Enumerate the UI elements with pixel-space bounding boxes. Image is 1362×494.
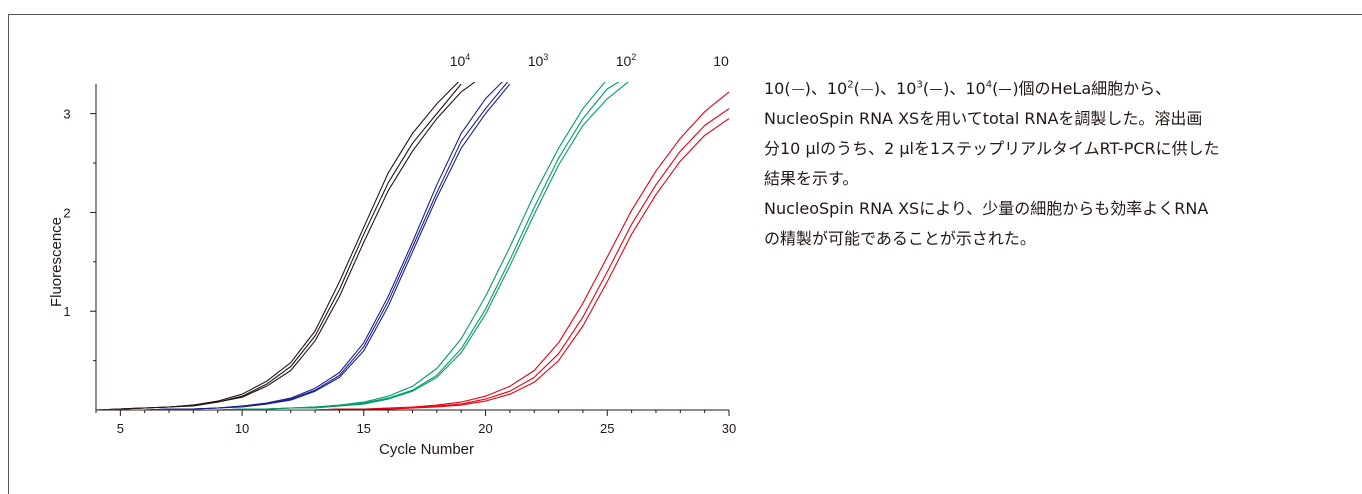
x-tick-label: 20: [478, 421, 492, 436]
chart-labels: 104 103 102 10: [450, 52, 729, 69]
series-label-base: 10: [713, 53, 729, 69]
chart-axes: 5 10 15 20 25 30 1 2 3 Cycle Number Fluorescence: [48, 84, 736, 458]
series-label-base: 10: [450, 53, 466, 69]
series-line-10e3-rep2: [96, 82, 509, 410]
series-label-exponent: 3: [543, 52, 548, 62]
desc-text: 10(: [764, 79, 791, 98]
series-line-10e3-rep1: [96, 82, 503, 410]
series-label: 102: [616, 52, 637, 69]
desc-exponent: 3: [916, 79, 923, 91]
desc-text: )、10: [943, 79, 986, 98]
series-label-base: 10: [616, 53, 632, 69]
x-tick-label: 5: [117, 421, 124, 436]
y-tick-label: 1: [63, 304, 70, 319]
x-axis-title: Cycle Number: [379, 441, 474, 458]
y-axis-title: Fluorescence: [48, 217, 65, 307]
series-line-10e2-rep2: [96, 82, 620, 410]
description-line-3: 分10 μlのうち、2 μlを1ステップリアルタイムRT-PCRに供した: [764, 139, 1220, 158]
series-label: 103: [528, 52, 549, 69]
series-line-10e4-rep3: [96, 82, 476, 410]
series-label-base: 10: [528, 53, 544, 69]
series-line-10e4-rep2: [96, 83, 462, 410]
series-label-exponent: 2: [631, 52, 636, 62]
y-tick-label: 3: [63, 107, 70, 122]
desc-text: )、10: [804, 79, 848, 98]
description-line-6: の精製が可能であることが示された。: [764, 229, 1036, 248]
y-tick-label: 2: [63, 205, 70, 220]
x-tick-label: 15: [357, 421, 371, 436]
series-line-10e2-rep3: [96, 82, 629, 410]
blue-line-swatch: [930, 89, 943, 90]
x-tick-label: 25: [600, 421, 614, 436]
series-line-10e1-rep3: [96, 118, 730, 410]
series-line-10e3-rep3: [96, 83, 511, 410]
description-line-1: 10()、102()、103()、104()個のHeLa細胞から、: [764, 74, 1344, 104]
description-line-2: NucleoSpin RNA XSを用いてtotal RNAを調製した。溶出画: [764, 109, 1203, 128]
desc-exponent: 2: [847, 79, 854, 91]
black-line-swatch: [999, 89, 1012, 90]
desc-text: (: [992, 79, 999, 98]
series-group: [96, 82, 730, 410]
series-line-10e1-rep2: [96, 108, 730, 410]
description-line-5: NucleoSpin RNA XSにより、少量の細胞からも効率よくRNA: [764, 199, 1209, 218]
desc-text: (: [853, 79, 860, 98]
desc-text: (: [922, 79, 930, 98]
series-label: 104: [450, 52, 471, 69]
desc-text: )、10: [873, 79, 917, 98]
qpcr-amplification-chart: 5 10 15 20 25 30 1 2 3 Cycle Number Fluorescence 1…: [48, 52, 736, 458]
figure-frame: [8, 14, 1362, 494]
desc-text: )個のHeLa細胞から、: [1012, 79, 1172, 98]
chart-series: [96, 82, 730, 410]
series-line-10e2-rep1: [96, 82, 606, 410]
series-label: 10: [713, 53, 729, 69]
green-line-swatch: [860, 89, 873, 90]
series-label-exponent: 4: [465, 52, 470, 62]
x-tick-label: 10: [235, 421, 249, 436]
x-tick-label: 30: [722, 421, 736, 436]
red-line-swatch: [791, 89, 804, 90]
series-line-10e4-rep1: [96, 82, 460, 410]
description-line-4: 結果を示す。: [764, 169, 859, 188]
figure-description: 10()、102()、103()、104()個のHeLa細胞から、 Nucleo…: [764, 74, 1344, 254]
series-line-10e1-rep1: [96, 91, 730, 410]
desc-exponent: 4: [985, 79, 993, 91]
